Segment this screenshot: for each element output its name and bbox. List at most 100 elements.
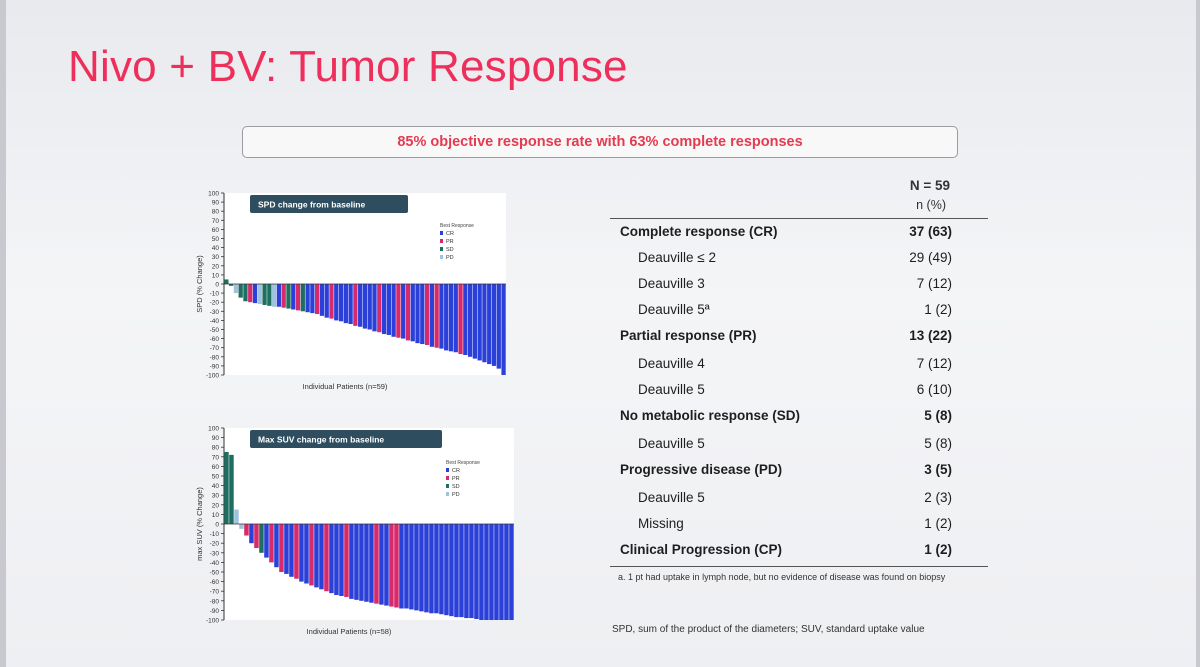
legend-swatch (440, 247, 443, 251)
bar (286, 284, 291, 309)
bar (315, 284, 320, 315)
y-tick-label: 70 (212, 218, 220, 225)
y-tick-label: -60 (210, 579, 220, 586)
bar (364, 524, 369, 602)
bar (339, 524, 344, 596)
bar (444, 284, 449, 351)
bar (274, 524, 279, 568)
bar (224, 279, 229, 284)
slide-title: Nivo + BV: Tumor Response (68, 42, 628, 91)
y-tick-label: -10 (210, 291, 220, 298)
suv-chart-svg: 1009080706050403020100-10-20-30-40-50-60… (195, 426, 514, 636)
row-label: Deauville 5 (638, 382, 705, 397)
bar (459, 524, 464, 618)
legend-swatch (440, 239, 443, 243)
y-tick-label: 0 (215, 282, 219, 289)
bar (229, 454, 234, 524)
bar (344, 524, 349, 597)
y-tick-label: 60 (212, 464, 220, 471)
y-tick-label: -40 (210, 318, 220, 325)
legend-title: Best Response (440, 223, 474, 229)
table-header-unit: n (%) (916, 198, 946, 212)
y-tick-label: 30 (212, 254, 220, 261)
bar (467, 284, 473, 357)
y-tick-label: 100 (208, 191, 219, 198)
suv-waterfall-chart: 100 90 80 70 60 50 40 30 20 10 0 -10 -20 -30 -40 -50 -60… (194, 420, 534, 645)
table-top-rule (610, 218, 988, 219)
row-value: 1 (2) (924, 302, 952, 317)
bar (396, 284, 401, 338)
row-value: 6 (10) (916, 382, 952, 397)
y-tick-label: 20 (212, 502, 220, 509)
bar (484, 524, 489, 620)
y-tick-label: 0 (215, 522, 219, 529)
y-tick-label: 80 (212, 209, 220, 216)
bar (353, 284, 358, 326)
legend-swatch (446, 468, 449, 472)
y-tick-label: 10 (212, 272, 220, 279)
legend-swatch (446, 492, 449, 496)
y-tick-label: -100 (206, 618, 219, 625)
bar (334, 284, 339, 321)
y-tick-label: -70 (210, 589, 220, 596)
row-label: Clinical Progression (CP) (620, 542, 783, 557)
bar (494, 524, 499, 620)
table-row: Missing 1 (2) (610, 512, 990, 536)
bar (399, 524, 404, 609)
bar (279, 524, 284, 572)
footnote-abbreviations: SPD, sum of the product of the diameters… (612, 624, 925, 635)
panel-label-bg (250, 195, 408, 213)
row-value: 7 (12) (916, 276, 952, 291)
bar (491, 284, 497, 366)
bar (472, 284, 478, 359)
row-value: 1 (2) (924, 542, 952, 557)
bar (377, 284, 382, 333)
bar (401, 284, 406, 339)
bar (319, 524, 324, 590)
y-tick-label: 20 (212, 263, 220, 270)
row-label: Missing (638, 516, 684, 531)
bar (358, 284, 363, 327)
legend-swatch (446, 476, 449, 480)
row-value: 7 (12) (916, 356, 952, 371)
panel-label: SPD change from baseline (258, 200, 365, 210)
y-tick-label: 50 (212, 474, 220, 481)
bar (509, 524, 514, 620)
row-label: Deauville 5 (638, 436, 705, 451)
bar (244, 524, 249, 536)
spd-waterfall-chart: 100 90 80 70 60 50 40 30 20 10 0 -10 -20 -30 -40 -50 -60… (194, 185, 534, 400)
legend-title: Best Response (446, 460, 480, 466)
legend-entry: CR (446, 231, 454, 237)
legend-entry: PR (446, 239, 454, 245)
bar (239, 524, 244, 529)
row-label: Deauville ≤ 2 (638, 250, 716, 265)
bar (404, 524, 409, 609)
bar (309, 524, 314, 586)
footnote-a: a. 1 pt had uptake in lymph node, but no… (618, 572, 946, 582)
bar (284, 524, 289, 574)
bar (386, 284, 391, 335)
row-label: Progressive disease (PD) (620, 462, 783, 477)
bar (257, 284, 262, 305)
y-tick-label: -30 (210, 550, 220, 557)
bar (449, 524, 454, 617)
bar (439, 524, 444, 615)
bar (329, 284, 334, 319)
bar (424, 284, 430, 345)
row-value: 2 (3) (924, 490, 952, 505)
table-row: Complete response (CR) 37 (63) (610, 220, 990, 244)
slide: Nivo + BV: Tumor Response 85% objective … (6, 0, 1196, 667)
x-axis-label: Individual Patients (n=59) (303, 382, 388, 391)
bar (458, 284, 463, 355)
table-row: Progressive disease (PD) 3 (5) (610, 458, 990, 482)
bar (343, 284, 348, 324)
table-row: Deauville 5 6 (10) (610, 378, 990, 402)
y-tick-label: -50 (210, 570, 220, 577)
y-tick-label: -20 (210, 300, 220, 307)
bar (499, 524, 504, 620)
table-bottom-rule (610, 566, 988, 567)
bar (249, 524, 254, 544)
bar (262, 284, 267, 305)
legend-swatch (440, 255, 443, 259)
bar (504, 524, 509, 620)
